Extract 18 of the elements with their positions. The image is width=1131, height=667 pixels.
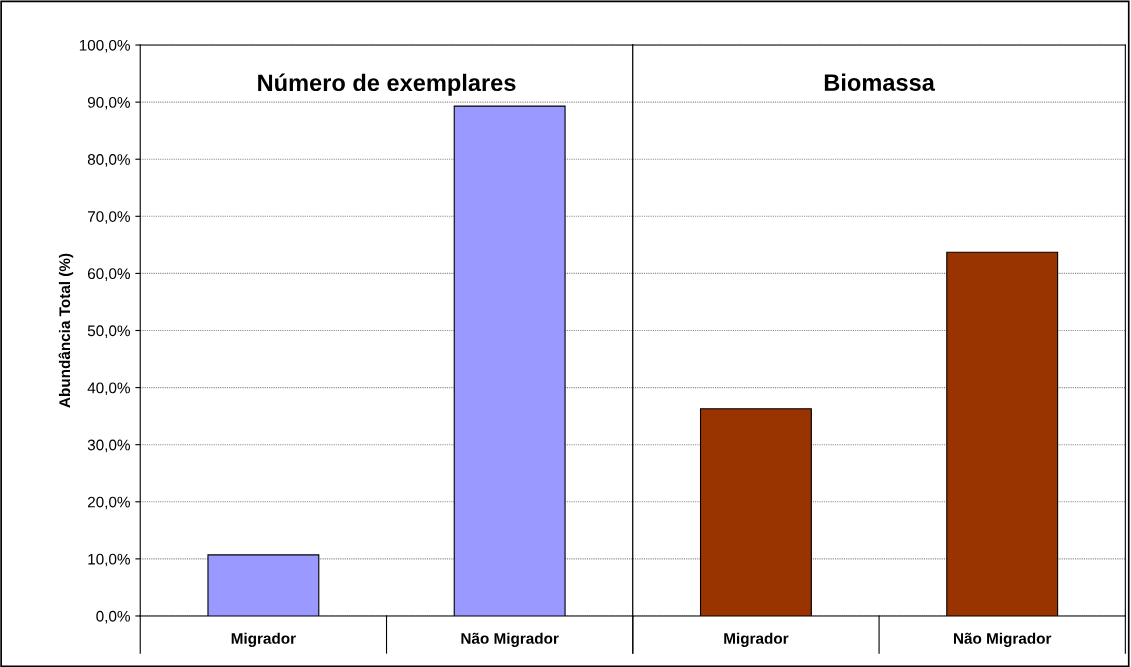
x-tick-label: Migrador bbox=[724, 632, 789, 647]
y-axis-title: Abundância Total (%) bbox=[58, 253, 74, 408]
y-tick-label: 70,0% bbox=[87, 211, 130, 224]
y-tick-label: 50,0% bbox=[87, 325, 130, 338]
y-tick-label: 0,0% bbox=[96, 610, 130, 624]
x-tick-label: Migrador bbox=[231, 632, 296, 647]
x-tick-label: Não Migrador bbox=[461, 632, 559, 647]
y-tick-label: 30,0% bbox=[87, 439, 130, 453]
y-tick-label: 10,0% bbox=[88, 553, 130, 567]
y-tick-label: 40,0% bbox=[87, 382, 130, 396]
y-tick-label: 90,0% bbox=[87, 96, 130, 110]
y-tick-label: 80,0% bbox=[87, 154, 130, 167]
y-tick-label: 100,0% bbox=[79, 39, 130, 53]
y-tick-label: 20,0% bbox=[87, 496, 130, 510]
text: Número de exemplares bbox=[258, 73, 516, 96]
x-tick-label: Não Migrador bbox=[954, 632, 1052, 647]
text: Biomassa bbox=[824, 73, 935, 91]
y-tick-label: 60,0% bbox=[87, 268, 130, 281]
